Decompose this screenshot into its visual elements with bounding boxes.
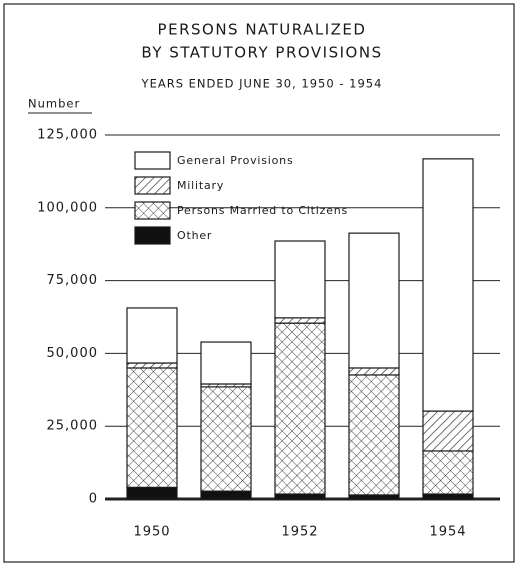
x-tick-label: 1954 [429, 525, 466, 540]
legend-swatch [134, 151, 171, 170]
y-tick-label: 125,000 [37, 128, 98, 143]
bar-segment [126, 362, 178, 369]
bar-segment [200, 386, 252, 492]
bar-segment [274, 493, 326, 500]
legend-label: General Provisions [177, 154, 293, 167]
legend-label: Persons Married to Citizens [177, 204, 348, 217]
x-tick-label: 1950 [133, 525, 170, 540]
x-tick-label: 1952 [281, 525, 318, 540]
bar-segment [422, 493, 474, 500]
y-tick-label: 100,000 [37, 200, 98, 215]
bar-segment [348, 367, 400, 376]
chart-title: PERSONS NATURALIZED [158, 21, 367, 39]
y-tick-label: 75,000 [47, 273, 99, 288]
bar-segment [348, 494, 400, 500]
y-axis-label: Number [28, 97, 80, 111]
frame [3, 3, 515, 563]
chart-title: BY STATUTORY PROVISIONS [141, 44, 382, 62]
bar-segment [422, 158, 474, 412]
bar-segment [274, 317, 326, 324]
legend-swatch [134, 176, 171, 195]
chart-subtitle: YEARS ENDED JUNE 30, 1950 - 1954 [141, 77, 383, 91]
legend-swatch [134, 226, 171, 245]
bar-segment [126, 486, 178, 500]
y-tick-label: 50,000 [47, 346, 99, 361]
bar-segment [126, 367, 178, 488]
bar-segment [422, 410, 474, 452]
bar-segment [126, 307, 178, 364]
bar-segment [348, 232, 400, 369]
y-tick-label: 0 [89, 492, 98, 507]
legend-swatch [134, 201, 171, 220]
bar-segment [200, 490, 252, 500]
bar-segment [348, 374, 400, 496]
bar-segment [422, 450, 474, 495]
legend-label: Other [177, 229, 212, 242]
legend-label: Military [177, 179, 224, 192]
bar-segment [274, 322, 326, 495]
bar-segment [274, 240, 326, 319]
y-tick-label: 25,000 [47, 419, 99, 434]
bar-segment [200, 341, 252, 385]
